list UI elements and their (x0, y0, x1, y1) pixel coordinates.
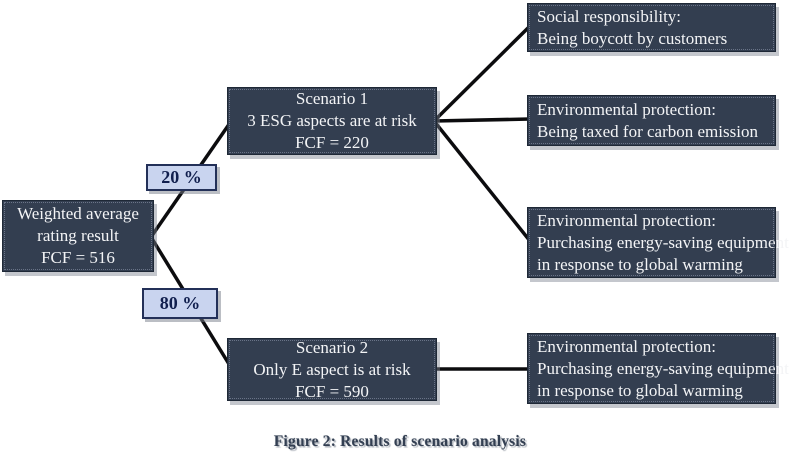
outcome-2-line-1: Environmental protection: (537, 99, 716, 119)
connector-scenario-1-to-outcome-3 (432, 119, 532, 243)
outcome-3-line-1: Environmental protection: (537, 210, 716, 230)
connector-scenario-1-to-outcome-2 (433, 117, 531, 123)
outcome-2-line-2: Being taxed for carbon emission (537, 121, 758, 141)
outcome-energy-saving-equipment-s1: Environmental protection: Purchasing ene… (527, 207, 789, 278)
outcome-4-line-2: Purchasing energy-saving equipment (537, 358, 789, 378)
outcome-energy-saving-equipment-s2: Environmental protection: Purchasing ene… (527, 333, 789, 404)
figure-caption: Figure 2: Results of scenario analysis (273, 433, 527, 450)
scenario-2-title: Scenario 2 (295, 337, 369, 357)
root-node-line-3: FCF = 516 (41, 248, 115, 267)
scenario-2-node: Scenario 2 Only E aspect is at risk FCF … (227, 338, 437, 401)
scenario-1-description: 3 ESG aspects are at risk (247, 111, 417, 130)
scenario-1-node: Scenario 1 3 ESG aspects are at risk FCF… (227, 87, 437, 155)
outcome-1-line-1: Social responsibility: (537, 6, 682, 26)
scenario-1-fcf: FCF = 220 (295, 133, 369, 152)
outcome-3-line-2: Purchasing energy-saving equipment (537, 232, 789, 252)
probability-20-text: 20 % (161, 167, 202, 187)
outcome-3-line-3: in response to global warming (537, 254, 743, 274)
scenario-1-title: Scenario 1 (295, 89, 369, 108)
outcome-4-line-3: in response to global warming (537, 380, 743, 400)
scenario-2-fcf: FCF = 590 (295, 381, 369, 401)
outcome-carbon-tax: Environmental protection: Being taxed fo… (527, 95, 776, 146)
root-node-line-2: rating result (37, 226, 119, 245)
outcome-4-line-1: Environmental protection: (537, 336, 716, 356)
root-node-line-1: Weighted average (17, 204, 139, 223)
probability-label-80: 80 % (142, 288, 218, 319)
root-node-weighted-average: Weighted average rating result FCF = 516 (2, 200, 154, 272)
probability-80-text: 80 % (159, 293, 201, 313)
outcome-1-line-2: Being boycott by customers (537, 28, 728, 48)
connector-scenario-1-to-outcome-1 (432, 24, 532, 123)
scenario-2-description: Only E aspect is at risk (253, 359, 411, 379)
probability-label-20: 20 % (146, 164, 217, 191)
outcome-social-boycott: Social responsibility: Being boycott by … (527, 3, 776, 52)
